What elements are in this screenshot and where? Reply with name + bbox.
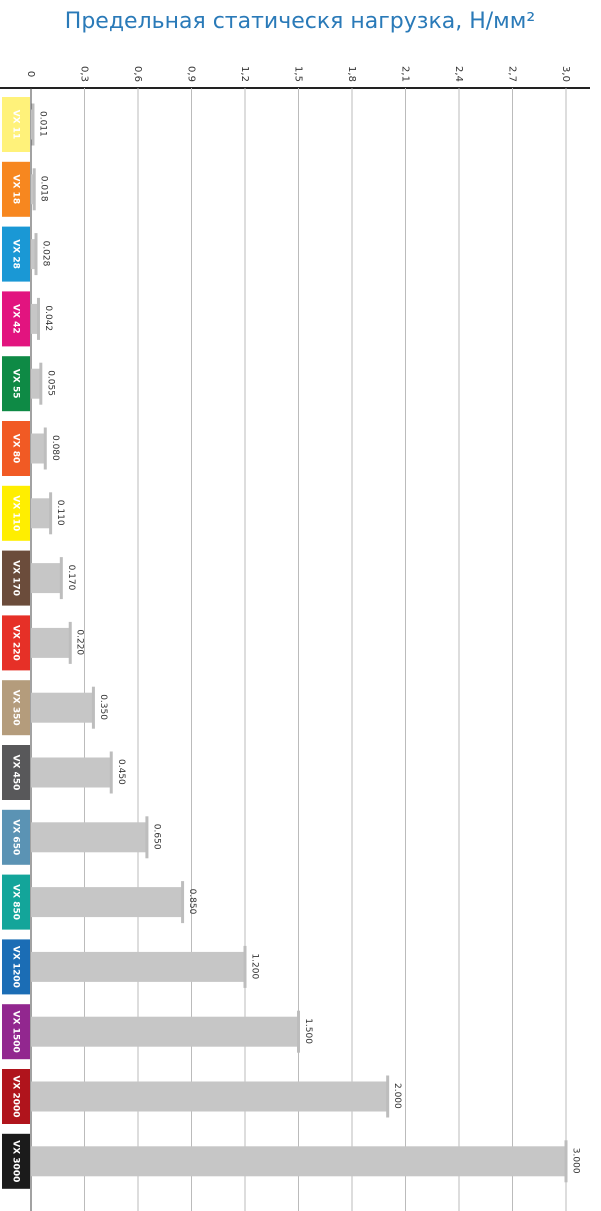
bar (31, 174, 35, 205)
category-box (2, 615, 30, 671)
bar-cap (31, 103, 35, 146)
category-label: VX 80 (11, 434, 21, 464)
category-label: VX 220 (11, 625, 21, 661)
value-label: 2.000 (392, 1083, 402, 1109)
x-tick-label: 0 (25, 71, 36, 77)
category-box (2, 874, 30, 930)
value-label: 1.500 (303, 1018, 313, 1044)
bar-cap (181, 881, 185, 924)
value-label: 0.055 (45, 370, 55, 396)
bar (31, 563, 62, 594)
bar-cap (564, 1140, 568, 1183)
bar-cap (386, 1075, 390, 1118)
value-label: 0.028 (40, 241, 50, 267)
bar (31, 951, 245, 982)
value-label: 3.000 (571, 1148, 581, 1174)
bar (31, 757, 112, 788)
category-box (2, 939, 30, 995)
category-box (2, 809, 30, 865)
bar-cap (32, 168, 36, 211)
x-tick-label: 1,2 (239, 66, 250, 82)
x-tick-label: 3,0 (560, 66, 571, 82)
bar-cap (34, 233, 38, 276)
chart-title: Предельная статическя нагрузка, Н/мм² (65, 9, 535, 34)
x-tick-label: 0,6 (132, 66, 143, 82)
category-label: VX 55 (11, 369, 21, 399)
x-tick-label: 1,5 (293, 66, 304, 82)
category-label: VX 18 (11, 175, 21, 205)
bar (31, 433, 46, 464)
category-label: VX 3000 (11, 1140, 21, 1182)
x-tick-label: 2,4 (453, 66, 464, 82)
bar (31, 368, 41, 399)
category-label: VX 450 (11, 755, 21, 791)
value-label: 0.011 (37, 111, 47, 137)
bar-cap (49, 492, 53, 535)
value-label: 0.110 (55, 500, 65, 526)
category-label: VX 650 (11, 819, 21, 855)
category-box (2, 485, 30, 541)
bar (31, 692, 94, 723)
bar (31, 498, 51, 529)
x-tick-label: 2,1 (400, 66, 411, 82)
bar (31, 822, 147, 853)
category-label: VX 1200 (11, 946, 21, 988)
category-label: VX 1500 (11, 1011, 21, 1053)
category-box (2, 226, 30, 282)
bar (31, 627, 71, 658)
category-label: VX 2000 (11, 1075, 21, 1117)
bar (31, 239, 36, 270)
category-label: VX 42 (11, 304, 21, 334)
category-box (2, 1069, 30, 1124)
value-label: 0.220 (75, 629, 85, 655)
category-box (2, 550, 30, 606)
value-label: 0.080 (50, 435, 60, 461)
category-label: VX 28 (11, 239, 21, 269)
x-tick-label: 2,7 (507, 66, 518, 82)
x-tick-label: 0,9 (186, 66, 197, 82)
bar-cap (243, 945, 247, 988)
x-tick-label: 1,8 (346, 66, 357, 82)
bar (31, 887, 183, 918)
bar (31, 1016, 299, 1047)
category-label: VX 11 (11, 110, 21, 140)
category-label: VX 110 (11, 495, 21, 531)
value-label: 1.200 (250, 953, 260, 979)
category-box (2, 97, 30, 152)
bar-cap (43, 427, 47, 470)
category-label: VX 850 (11, 884, 21, 920)
value-label: 0.350 (98, 694, 108, 720)
bar (31, 1146, 566, 1177)
x-tick-label: 0,3 (79, 66, 90, 82)
bar-cap (145, 816, 149, 859)
category-box (2, 161, 30, 217)
value-label: 0.850 (187, 889, 197, 915)
bar-cap (36, 297, 40, 340)
bar-cap (91, 686, 95, 729)
bar-cap (39, 362, 43, 405)
value-label: 0.650 (151, 824, 161, 850)
category-box (2, 1004, 30, 1060)
bar-cap (59, 557, 63, 600)
category-box (2, 745, 30, 800)
value-label: 0.450 (116, 759, 126, 785)
category-box (2, 291, 30, 347)
value-label: 0.042 (43, 305, 53, 331)
bar-cap (109, 751, 113, 794)
value-label: 0.018 (39, 176, 49, 202)
value-label: 0.170 (66, 565, 76, 591)
bar-cap (68, 621, 72, 664)
category-box (2, 1133, 30, 1189)
bar (31, 1081, 388, 1112)
category-label: VX 170 (11, 560, 21, 596)
category-label: VX 350 (11, 690, 21, 726)
category-box (2, 421, 30, 476)
bar (31, 303, 39, 334)
category-box (2, 680, 30, 736)
category-box (2, 356, 30, 412)
bar-cap (297, 1010, 300, 1053)
